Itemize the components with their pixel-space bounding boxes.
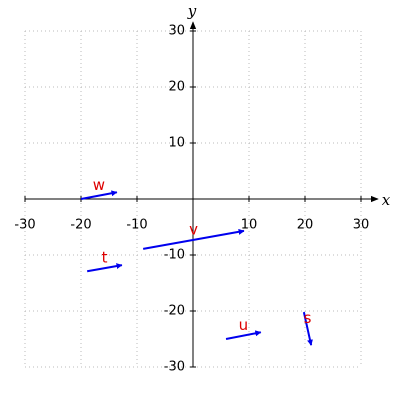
y-tick-label: 30 [168,24,185,39]
x-tick-label: 20 [297,218,314,233]
x-tick-label: -20 [70,218,91,233]
vector [302,311,313,346]
y-tick-label: -10 [164,248,185,263]
y-axis-label: y [187,2,197,20]
vector-label: s [304,309,312,327]
vector [225,330,262,340]
x-tick-label: -10 [126,218,147,233]
vector [142,228,245,250]
x-tick-label: 30 [353,218,370,233]
x-tick-label: 10 [241,218,258,233]
vector-label: t [102,249,108,267]
vector-label: u [239,316,249,334]
vector-label: v [189,220,198,238]
vector-label: w [93,176,105,194]
y-tick-label: 10 [168,136,185,151]
y-tick-label: -30 [164,360,185,375]
x-axis-label: x [382,191,391,209]
x-tick-label: -30 [14,218,35,233]
y-tick-label: -20 [164,304,185,319]
vector [86,263,123,273]
y-tick-label: 20 [168,80,185,95]
vector [80,190,118,200]
